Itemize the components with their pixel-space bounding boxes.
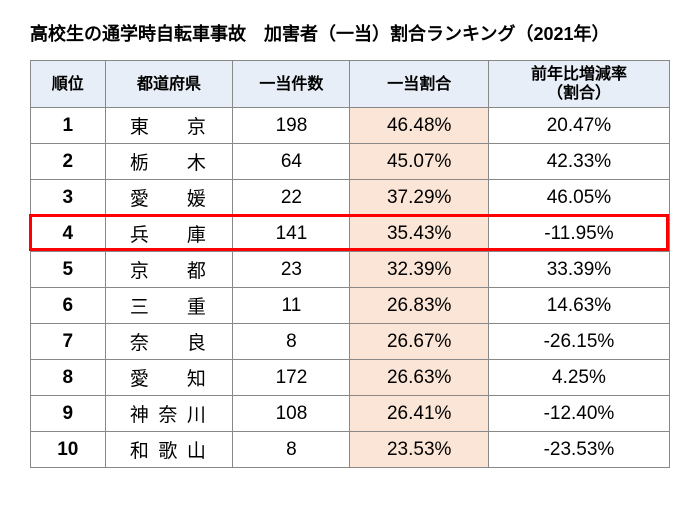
cell-ratio: 23.53%	[350, 432, 488, 468]
cell-pref: 栃 木	[105, 144, 233, 180]
table-wrapper: 順位 都道府県 一当件数 一当割合 前年比増減率（割合） 1東 京19846.4…	[30, 60, 670, 468]
cell-yoy: 14.63%	[488, 288, 669, 324]
cell-count: 172	[233, 360, 350, 396]
cell-ratio: 45.07%	[350, 144, 488, 180]
cell-yoy: 33.39%	[488, 252, 669, 288]
cell-pref: 和歌山	[105, 432, 233, 468]
cell-pref: 兵 庫	[105, 216, 233, 252]
col-header-pref: 都道府県	[105, 61, 233, 108]
cell-rank: 6	[31, 288, 106, 324]
cell-yoy: -26.15%	[488, 324, 669, 360]
col-header-rank: 順位	[31, 61, 106, 108]
col-header-yoy: 前年比増減率（割合）	[488, 61, 669, 108]
cell-count: 8	[233, 324, 350, 360]
table-row: 5京 都2332.39%33.39%	[31, 252, 670, 288]
cell-rank: 1	[31, 108, 106, 144]
cell-rank: 2	[31, 144, 106, 180]
cell-count: 22	[233, 180, 350, 216]
cell-ratio: 46.48%	[350, 108, 488, 144]
cell-rank: 10	[31, 432, 106, 468]
cell-yoy: -23.53%	[488, 432, 669, 468]
cell-pref: 京 都	[105, 252, 233, 288]
cell-yoy: 42.33%	[488, 144, 669, 180]
table-row: 9神奈川10826.41%-12.40%	[31, 396, 670, 432]
table-row: 3愛 媛2237.29%46.05%	[31, 180, 670, 216]
col-header-ratio: 一当割合	[350, 61, 488, 108]
cell-ratio: 26.41%	[350, 396, 488, 432]
cell-yoy: -12.40%	[488, 396, 669, 432]
cell-pref: 神奈川	[105, 396, 233, 432]
table-row: 10和歌山823.53%-23.53%	[31, 432, 670, 468]
cell-pref: 奈 良	[105, 324, 233, 360]
cell-count: 23	[233, 252, 350, 288]
table-row: 6三 重1126.83%14.63%	[31, 288, 670, 324]
cell-ratio: 26.67%	[350, 324, 488, 360]
cell-yoy: -11.95%	[488, 216, 669, 252]
cell-ratio: 35.43%	[350, 216, 488, 252]
col-header-count: 一当件数	[233, 61, 350, 108]
cell-ratio: 26.63%	[350, 360, 488, 396]
cell-count: 64	[233, 144, 350, 180]
cell-yoy: 20.47%	[488, 108, 669, 144]
cell-pref: 三 重	[105, 288, 233, 324]
cell-yoy: 4.25%	[488, 360, 669, 396]
cell-rank: 8	[31, 360, 106, 396]
cell-count: 11	[233, 288, 350, 324]
cell-rank: 4	[31, 216, 106, 252]
table-row: 4兵 庫14135.43%-11.95%	[31, 216, 670, 252]
cell-count: 108	[233, 396, 350, 432]
table-row: 1東 京19846.48%20.47%	[31, 108, 670, 144]
table-row: 2栃 木6445.07%42.33%	[31, 144, 670, 180]
cell-ratio: 32.39%	[350, 252, 488, 288]
cell-count: 8	[233, 432, 350, 468]
cell-rank: 7	[31, 324, 106, 360]
table-row: 8愛 知17226.63%4.25%	[31, 360, 670, 396]
cell-count: 141	[233, 216, 350, 252]
cell-pref: 愛 媛	[105, 180, 233, 216]
cell-rank: 3	[31, 180, 106, 216]
table-header-row: 順位 都道府県 一当件数 一当割合 前年比増減率（割合）	[31, 61, 670, 108]
page-title: 高校生の通学時自転車事故 加害者（一当）割合ランキング（2021年）	[30, 20, 670, 46]
cell-yoy: 46.05%	[488, 180, 669, 216]
cell-ratio: 26.83%	[350, 288, 488, 324]
cell-rank: 5	[31, 252, 106, 288]
table-row: 7奈 良826.67%-26.15%	[31, 324, 670, 360]
ranking-table: 順位 都道府県 一当件数 一当割合 前年比増減率（割合） 1東 京19846.4…	[30, 60, 670, 468]
cell-pref: 愛 知	[105, 360, 233, 396]
cell-ratio: 37.29%	[350, 180, 488, 216]
cell-pref: 東 京	[105, 108, 233, 144]
cell-rank: 9	[31, 396, 106, 432]
cell-count: 198	[233, 108, 350, 144]
